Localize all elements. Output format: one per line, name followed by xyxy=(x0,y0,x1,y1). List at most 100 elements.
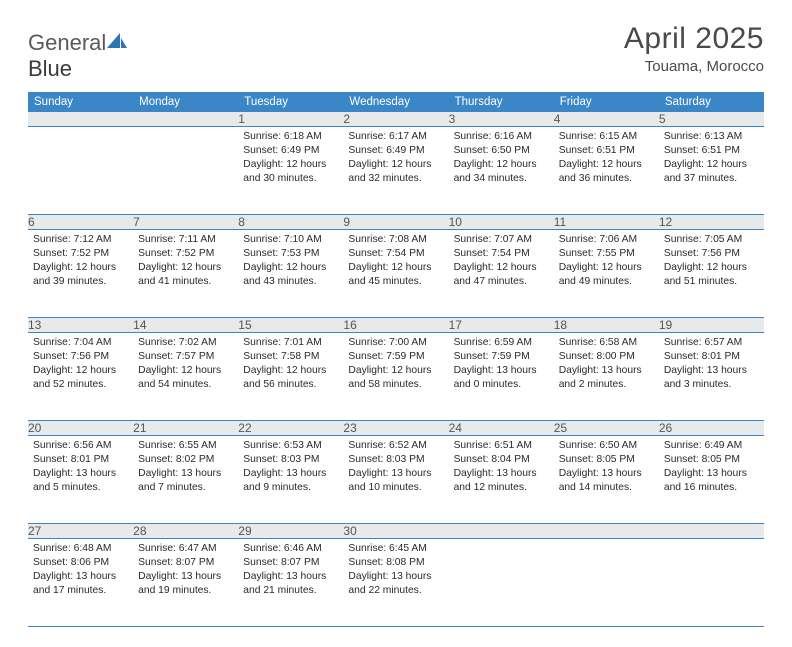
day-detail: Sunrise: 6:17 AMSunset: 6:49 PMDaylight:… xyxy=(343,127,448,190)
day-cell: Sunrise: 6:52 AMSunset: 8:03 PMDaylight:… xyxy=(343,436,448,524)
month-title: April 2025 xyxy=(624,22,764,56)
day-cell: Sunrise: 6:50 AMSunset: 8:05 PMDaylight:… xyxy=(554,436,659,524)
brand-part2: Blue xyxy=(28,56,72,81)
calendar-head: SundayMondayTuesdayWednesdayThursdayFrid… xyxy=(28,92,764,112)
weekday-wednesday: Wednesday xyxy=(343,92,448,112)
day-number: 16 xyxy=(343,318,448,333)
day-number: 1 xyxy=(238,112,343,127)
day-detail: Sunrise: 6:59 AMSunset: 7:59 PMDaylight:… xyxy=(449,333,554,396)
weekday-monday: Monday xyxy=(133,92,238,112)
day-cell: Sunrise: 7:08 AMSunset: 7:54 PMDaylight:… xyxy=(343,230,448,318)
day-cell: Sunrise: 7:02 AMSunset: 7:57 PMDaylight:… xyxy=(133,333,238,421)
day-number: 30 xyxy=(343,524,448,539)
day-cell: Sunrise: 7:06 AMSunset: 7:55 PMDaylight:… xyxy=(554,230,659,318)
week-row: Sunrise: 7:04 AMSunset: 7:56 PMDaylight:… xyxy=(28,333,764,421)
day-number: 21 xyxy=(133,421,238,436)
day-number: 9 xyxy=(343,215,448,230)
day-number: 12 xyxy=(659,215,764,230)
day-detail: Sunrise: 6:58 AMSunset: 8:00 PMDaylight:… xyxy=(554,333,659,396)
day-cell: Sunrise: 6:57 AMSunset: 8:01 PMDaylight:… xyxy=(659,333,764,421)
day-number: 17 xyxy=(449,318,554,333)
day-cell: Sunrise: 6:45 AMSunset: 8:08 PMDaylight:… xyxy=(343,539,448,627)
day-detail: Sunrise: 7:11 AMSunset: 7:52 PMDaylight:… xyxy=(133,230,238,293)
day-cell xyxy=(133,127,238,215)
day-number: 29 xyxy=(238,524,343,539)
day-detail: Sunrise: 6:16 AMSunset: 6:50 PMDaylight:… xyxy=(449,127,554,190)
calendar-body: 12345Sunrise: 6:18 AMSunset: 6:49 PMDayl… xyxy=(28,112,764,627)
day-number: 26 xyxy=(659,421,764,436)
day-number: 15 xyxy=(238,318,343,333)
day-cell: Sunrise: 6:47 AMSunset: 8:07 PMDaylight:… xyxy=(133,539,238,627)
day-cell: Sunrise: 6:48 AMSunset: 8:06 PMDaylight:… xyxy=(28,539,133,627)
day-detail: Sunrise: 7:02 AMSunset: 7:57 PMDaylight:… xyxy=(133,333,238,396)
day-detail: Sunrise: 6:53 AMSunset: 8:03 PMDaylight:… xyxy=(238,436,343,499)
day-cell: Sunrise: 7:05 AMSunset: 7:56 PMDaylight:… xyxy=(659,230,764,318)
day-detail: Sunrise: 6:46 AMSunset: 8:07 PMDaylight:… xyxy=(238,539,343,602)
day-cell: Sunrise: 7:00 AMSunset: 7:59 PMDaylight:… xyxy=(343,333,448,421)
day-number: 4 xyxy=(554,112,659,127)
day-detail: Sunrise: 6:52 AMSunset: 8:03 PMDaylight:… xyxy=(343,436,448,499)
day-cell: Sunrise: 7:07 AMSunset: 7:54 PMDaylight:… xyxy=(449,230,554,318)
day-detail: Sunrise: 6:15 AMSunset: 6:51 PMDaylight:… xyxy=(554,127,659,190)
day-cell: Sunrise: 7:04 AMSunset: 7:56 PMDaylight:… xyxy=(28,333,133,421)
day-cell: Sunrise: 6:51 AMSunset: 8:04 PMDaylight:… xyxy=(449,436,554,524)
daynum-row: 27282930 xyxy=(28,524,764,539)
day-number xyxy=(659,524,764,539)
day-cell: Sunrise: 6:49 AMSunset: 8:05 PMDaylight:… xyxy=(659,436,764,524)
week-row: Sunrise: 7:12 AMSunset: 7:52 PMDaylight:… xyxy=(28,230,764,318)
brand-text: GeneralBlue xyxy=(28,30,128,82)
day-detail: Sunrise: 7:04 AMSunset: 7:56 PMDaylight:… xyxy=(28,333,133,396)
brand-logo: GeneralBlue xyxy=(28,22,128,82)
day-detail: Sunrise: 7:12 AMSunset: 7:52 PMDaylight:… xyxy=(28,230,133,293)
calendar-table: SundayMondayTuesdayWednesdayThursdayFrid… xyxy=(28,92,764,627)
weekday-thursday: Thursday xyxy=(449,92,554,112)
day-detail: Sunrise: 7:07 AMSunset: 7:54 PMDaylight:… xyxy=(449,230,554,293)
day-detail: Sunrise: 7:10 AMSunset: 7:53 PMDaylight:… xyxy=(238,230,343,293)
day-number: 6 xyxy=(28,215,133,230)
day-detail: Sunrise: 7:01 AMSunset: 7:58 PMDaylight:… xyxy=(238,333,343,396)
day-number: 25 xyxy=(554,421,659,436)
day-detail: Sunrise: 6:47 AMSunset: 8:07 PMDaylight:… xyxy=(133,539,238,602)
day-number xyxy=(449,524,554,539)
day-cell xyxy=(28,127,133,215)
location: Touama, Morocco xyxy=(624,58,764,75)
day-number: 20 xyxy=(28,421,133,436)
day-cell: Sunrise: 6:58 AMSunset: 8:00 PMDaylight:… xyxy=(554,333,659,421)
day-cell: Sunrise: 7:01 AMSunset: 7:58 PMDaylight:… xyxy=(238,333,343,421)
day-number: 14 xyxy=(133,318,238,333)
day-number: 23 xyxy=(343,421,448,436)
week-row: Sunrise: 6:18 AMSunset: 6:49 PMDaylight:… xyxy=(28,127,764,215)
daynum-row: 13141516171819 xyxy=(28,318,764,333)
day-cell: Sunrise: 6:55 AMSunset: 8:02 PMDaylight:… xyxy=(133,436,238,524)
day-number: 18 xyxy=(554,318,659,333)
weekday-saturday: Saturday xyxy=(659,92,764,112)
day-number: 2 xyxy=(343,112,448,127)
day-number: 22 xyxy=(238,421,343,436)
day-cell: Sunrise: 7:10 AMSunset: 7:53 PMDaylight:… xyxy=(238,230,343,318)
day-cell: Sunrise: 6:18 AMSunset: 6:49 PMDaylight:… xyxy=(238,127,343,215)
day-number: 24 xyxy=(449,421,554,436)
sail-icon xyxy=(106,30,128,56)
day-number: 8 xyxy=(238,215,343,230)
weekday-friday: Friday xyxy=(554,92,659,112)
day-number: 11 xyxy=(554,215,659,230)
day-detail: Sunrise: 6:56 AMSunset: 8:01 PMDaylight:… xyxy=(28,436,133,499)
day-cell: Sunrise: 6:53 AMSunset: 8:03 PMDaylight:… xyxy=(238,436,343,524)
day-number xyxy=(133,112,238,127)
weekday-row: SundayMondayTuesdayWednesdayThursdayFrid… xyxy=(28,92,764,112)
day-number: 27 xyxy=(28,524,133,539)
day-cell: Sunrise: 6:46 AMSunset: 8:07 PMDaylight:… xyxy=(238,539,343,627)
week-row: Sunrise: 6:56 AMSunset: 8:01 PMDaylight:… xyxy=(28,436,764,524)
day-number xyxy=(28,112,133,127)
day-number xyxy=(554,524,659,539)
day-number: 3 xyxy=(449,112,554,127)
weekday-tuesday: Tuesday xyxy=(238,92,343,112)
day-detail: Sunrise: 6:50 AMSunset: 8:05 PMDaylight:… xyxy=(554,436,659,499)
day-cell: Sunrise: 6:13 AMSunset: 6:51 PMDaylight:… xyxy=(659,127,764,215)
day-detail: Sunrise: 7:06 AMSunset: 7:55 PMDaylight:… xyxy=(554,230,659,293)
day-detail: Sunrise: 6:55 AMSunset: 8:02 PMDaylight:… xyxy=(133,436,238,499)
day-detail: Sunrise: 6:51 AMSunset: 8:04 PMDaylight:… xyxy=(449,436,554,499)
day-detail: Sunrise: 6:49 AMSunset: 8:05 PMDaylight:… xyxy=(659,436,764,499)
day-detail: Sunrise: 7:08 AMSunset: 7:54 PMDaylight:… xyxy=(343,230,448,293)
day-detail: Sunrise: 7:05 AMSunset: 7:56 PMDaylight:… xyxy=(659,230,764,293)
